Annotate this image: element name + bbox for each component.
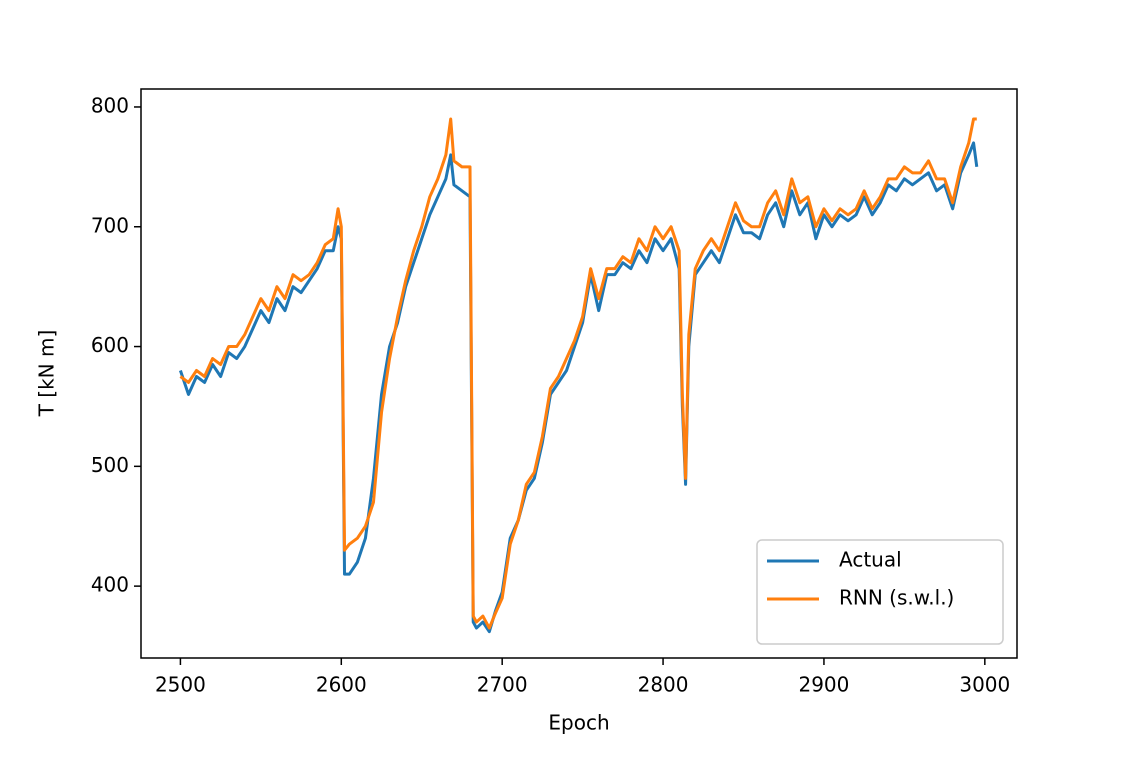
y-axis-label: T [kN m]	[35, 330, 59, 418]
x-axis-label: Epoch	[548, 711, 609, 735]
y-tick-label: 600	[91, 333, 129, 357]
legend-box	[756, 539, 1004, 645]
x-tick-label: 2800	[638, 673, 689, 697]
legend-label: RNN (s.w.l.)	[839, 586, 954, 610]
plot-frame	[140, 88, 1018, 659]
y-tick-label: 800	[91, 93, 129, 117]
y-tick-label: 500	[91, 453, 129, 477]
x-tick-label: 2600	[316, 673, 367, 697]
x-tick-label: 2700	[477, 673, 528, 697]
x-tick-label: 2900	[798, 673, 849, 697]
y-tick-label: 400	[91, 573, 129, 597]
series-line	[179, 117, 977, 630]
y-tick-label: 700	[91, 213, 129, 237]
legend-label: Actual	[839, 548, 902, 572]
series-line	[178, 141, 979, 634]
x-tick-label: 3000	[959, 673, 1010, 697]
x-tick-label: 2500	[155, 673, 206, 697]
